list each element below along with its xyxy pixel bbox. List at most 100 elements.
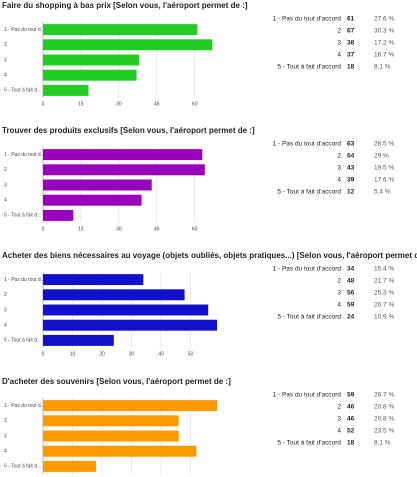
bar [43,274,144,286]
x-tick-label: 15 [78,101,84,107]
chart-title: Acheter des biens nécessaires au voyage … [2,251,417,260]
response-label: 4 [337,302,341,309]
y-tick-label: 5 - Tout à fait d... [4,213,41,219]
response-label: 3 [337,40,341,47]
bar [43,24,198,36]
chart-title: D'acheter des souvenirs [Selon vous, l'a… [2,377,231,386]
count: 43 [347,165,355,172]
x-tick-label: 60 [192,101,198,107]
y-tick-label: 2 [4,418,7,424]
bar [43,400,218,412]
x-tick-label: 0 [42,101,45,107]
response-label: 5 - Tout à fait d'accord [277,189,341,196]
y-tick-label: 4 [4,323,7,329]
share: 17.2 % [374,40,394,47]
x-tick-label: 0 [42,351,45,357]
bar [43,179,152,191]
bar [43,430,179,442]
x-tick-label: 20 [99,351,105,357]
response-label: 3 [337,416,341,423]
share: 23.5 % [374,428,394,435]
count: 61 [347,16,355,23]
response-label: 2 [337,404,341,411]
y-tick-label: 5 - Tout à fait d... [4,464,41,470]
x-tick-label: 40 [158,351,164,357]
x-tick-label: 50 [188,351,194,357]
y-tick-label: 5 - Tout à fait d... [4,88,41,94]
response-label: 1 - Pas du tout d'accord [273,141,342,148]
response-label: 4 [337,52,341,59]
x-tick-label: 45 [154,101,160,107]
x-tick-label: 45 [154,226,160,232]
bar [43,69,137,81]
x-tick-label: 30 [129,351,135,357]
bar [43,289,185,301]
bar [43,164,205,176]
y-tick-label: 3 [4,182,7,188]
response-label: 4 [337,177,341,184]
share: 19.5 % [374,165,394,172]
response-label: 2 [337,153,341,160]
share: 21.7 % [374,278,394,285]
count: 63 [347,141,355,148]
count: 12 [347,189,355,196]
share: 10.9 % [374,314,394,321]
x-tick-label: 15 [78,226,84,232]
bar [43,149,203,161]
y-tick-label: 4 [4,449,7,455]
count: 46 [347,404,355,411]
response-label: 3 [337,290,341,297]
response-label: 4 [337,428,341,435]
response-label: 2 [337,278,341,285]
share: 8.1 % [374,440,391,447]
share: 20.8 % [374,404,394,411]
x-tick-label: 10 [70,351,76,357]
count: 56 [347,290,355,297]
chart-title: Faire du shopping à bas prix [Selon vous… [2,1,248,10]
x-tick-label: 0 [42,226,45,232]
count: 64 [347,153,355,160]
count: 59 [347,302,355,309]
count: 46 [347,416,355,423]
y-tick-label: 1 - Pas du tout d... [4,152,45,158]
response-label: 5 - Tout à fait d'accord [277,314,341,321]
bar [43,54,140,66]
y-tick-label: 1 - Pas du tout d... [4,27,45,33]
count: 24 [347,314,355,321]
y-tick-label: 3 [4,57,7,63]
count: 18 [347,440,355,447]
response-label: 1 - Pas du tout d'accord [273,392,342,399]
share: 26.7 % [374,302,394,309]
bar [43,39,213,51]
y-tick-label: 3 [4,307,7,313]
share: 17.6 % [374,177,394,184]
share: 20.8 % [374,416,394,423]
count: 59 [347,392,355,399]
bar [43,209,74,221]
share: 8.1 % [374,64,391,71]
share: 5.4 % [374,189,391,196]
share: 30.3 % [374,28,394,35]
share: 15.4 % [374,266,394,273]
bar [43,460,97,472]
response-label: 5 - Tout à fait d'accord [277,64,341,71]
bar [43,319,218,331]
bar [43,415,179,427]
share: 16.7 % [374,52,394,59]
count: 37 [347,52,355,59]
y-tick-label: 1 - Pas du tout d... [4,277,45,283]
share: 29 % [374,153,389,160]
count: 52 [347,428,355,435]
bar [43,445,197,457]
y-tick-label: 1 - Pas du tout d... [4,403,45,409]
response-label: 1 - Pas du tout d'accord [273,266,342,273]
x-tick-label: 60 [192,226,198,232]
count: 48 [347,278,355,285]
response-label: 2 [337,28,341,35]
y-tick-label: 3 [4,433,7,439]
y-tick-label: 4 [4,73,7,79]
bar [43,194,142,206]
count: 67 [347,28,355,35]
